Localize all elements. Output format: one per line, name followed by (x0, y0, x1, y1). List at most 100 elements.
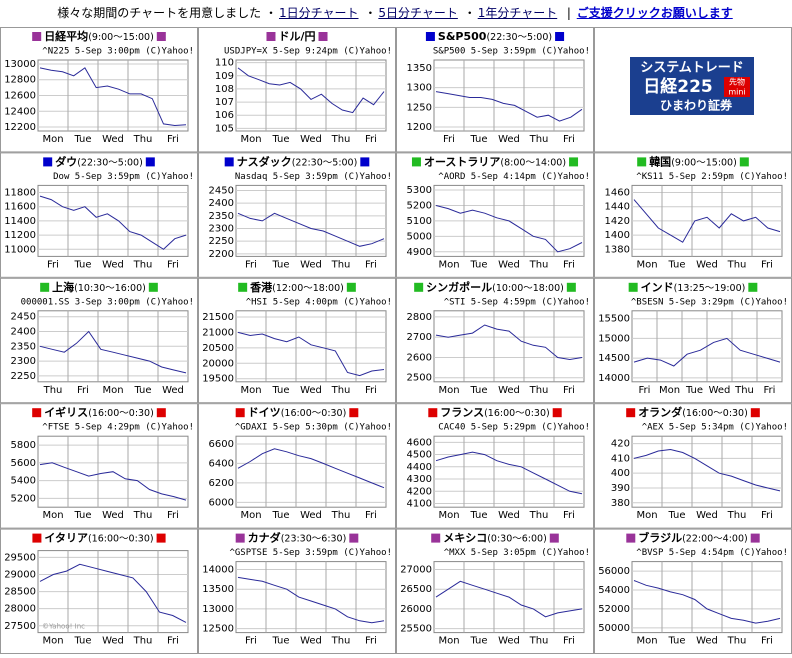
link[interactable]: 1日分チャート (278, 6, 359, 20)
y-tick-label: 5800 (11, 440, 36, 451)
title-name: ダウ (55, 154, 77, 168)
title-name: ドイツ (248, 406, 281, 419)
x-day-label: Thu (331, 385, 351, 396)
ad-badge (724, 77, 750, 97)
x-day-label: Wed (709, 385, 731, 396)
x-day-label: Tue (271, 510, 289, 521)
title-name: 韓国 (649, 154, 671, 168)
x-day-label: Fri (77, 385, 89, 396)
x-day-label: Fri (761, 259, 773, 270)
ad-badge-text: 先物 (729, 77, 745, 87)
chart-title: 香港(12:00〜18:00) (249, 280, 344, 294)
caption: Nasdaq 5-Sep 3:59pm (C)Yahoo! (235, 172, 392, 182)
x-day-label: Thu (529, 134, 549, 145)
y-tick-label: 11000 (4, 244, 36, 255)
x-day-label: Fri (563, 385, 575, 396)
title-marker (156, 32, 166, 41)
x-day-label: Fri (245, 259, 257, 270)
chart-title: シンガポール(10:00〜18:00) (426, 280, 564, 294)
y-tick-label: 2350 (11, 341, 36, 352)
watermark: ©Yahoo! Inc (42, 623, 85, 631)
link[interactable]: 1年分チャート (477, 6, 558, 20)
y-tick-label: 27500 (4, 621, 36, 632)
title-name: メキシコ (443, 532, 487, 545)
plot-area (235, 59, 387, 132)
chart-title: S&P500(22:30〜5:00) (438, 30, 552, 43)
title-marker (32, 533, 42, 543)
title-marker (637, 157, 647, 167)
title-marker (346, 282, 356, 292)
bullet: ・ (264, 6, 277, 20)
link[interactable]: 5日分チャート (378, 6, 458, 20)
caption: USDJPY=X 5-Sep 9:24pm (C)Yahoo! (224, 47, 392, 57)
x-day-label: Mon (636, 636, 657, 647)
title-marker (555, 32, 565, 41)
price-line (39, 195, 187, 250)
title-hours: (22:30〜5:00) (486, 32, 552, 43)
title-marker (266, 32, 276, 41)
x-day-label: Tue (469, 385, 487, 396)
x-day-label: Tue (685, 385, 703, 396)
title-marker (628, 282, 638, 292)
title-name: オーストラリア (424, 155, 500, 168)
y-tick-label: 1200 (407, 122, 432, 133)
title-hours: (12:00〜18:00) (272, 282, 344, 293)
x-day-label: Tue (271, 134, 289, 145)
x-day-label: Fri (365, 385, 377, 396)
y-tick-label: 2450 (11, 312, 36, 323)
price-line (237, 576, 385, 624)
caption: ^MXX 5-Sep 3:05pm (C)Yahoo! (444, 548, 590, 558)
price-line (435, 324, 583, 361)
title-marker (318, 32, 328, 41)
y-tick-label: 2250 (11, 371, 36, 382)
bullet: ・ (463, 6, 476, 20)
caption: ^AEX 5-Sep 5:34pm (C)Yahoo! (642, 423, 788, 433)
x-day-label: Fri (639, 385, 651, 396)
y-tick-label: 25500 (400, 624, 432, 635)
y-tick-label: 50000 (598, 623, 630, 634)
title-marker (156, 408, 166, 418)
caption: ^GDAXI 5-Sep 5:30pm (C)Yahoo! (235, 423, 392, 433)
y-tick-label: 2450 (209, 185, 234, 196)
title-hours: (0:30〜6:00) (487, 533, 547, 544)
support-link[interactable]: ご支援クリックお願いします (576, 6, 733, 20)
x-day-label: Wed (102, 636, 124, 647)
y-tick-label: 1350 (407, 63, 432, 74)
y-tick-label: 2200 (209, 249, 234, 260)
x-day-label: Fri (167, 134, 179, 145)
title-name: S&P500 (438, 30, 487, 43)
caption: ^BVSP 5-Sep 4:54pm (C)Yahoo! (636, 548, 788, 558)
y-tick-label: 26000 (400, 604, 432, 615)
y-tick-label: 106 (215, 110, 234, 121)
title-name: 上海 (52, 280, 74, 294)
y-tick-label: 11800 (4, 188, 36, 199)
header: 様々な期間のチャートを用意しました ・ 1日分チャート ・ 5日分チャート ・ 1年分… (0, 0, 792, 27)
x-day-label: Thu (331, 636, 351, 647)
x-day-label: Mon (42, 510, 63, 521)
plot-area (631, 561, 783, 634)
y-tick-label: 13000 (4, 59, 36, 70)
caption: 000001.SS 3-Sep 3:00pm (C)Yahoo! (21, 297, 194, 307)
y-tick-label: 110 (215, 58, 234, 69)
title-name: ブラジル (638, 531, 682, 545)
bullet: ・ (364, 6, 377, 20)
y-tick-label: 2400 (11, 327, 36, 338)
title-marker (431, 533, 441, 543)
title-name: ドル/円 (278, 30, 315, 43)
y-tick-label: 5300 (407, 185, 432, 196)
x-day-label: Mon (42, 134, 63, 145)
title-marker (32, 408, 42, 418)
y-tick-label: 4600 (407, 437, 432, 448)
chart-title: ダウ(22:30〜5:00) (55, 154, 143, 168)
y-tick-label: 108 (215, 84, 234, 95)
price-line (237, 331, 385, 377)
title-marker (750, 408, 760, 418)
y-tick-label: 4400 (407, 462, 432, 473)
x-day-label: Thu (529, 385, 549, 396)
title-marker (156, 533, 166, 543)
x-day-label: Tue (469, 510, 487, 521)
ad-product: 日経225 (643, 76, 713, 97)
y-tick-label: 4500 (407, 450, 432, 461)
x-day-label: Thu (734, 385, 754, 396)
x-day-label: Mon (240, 385, 261, 396)
